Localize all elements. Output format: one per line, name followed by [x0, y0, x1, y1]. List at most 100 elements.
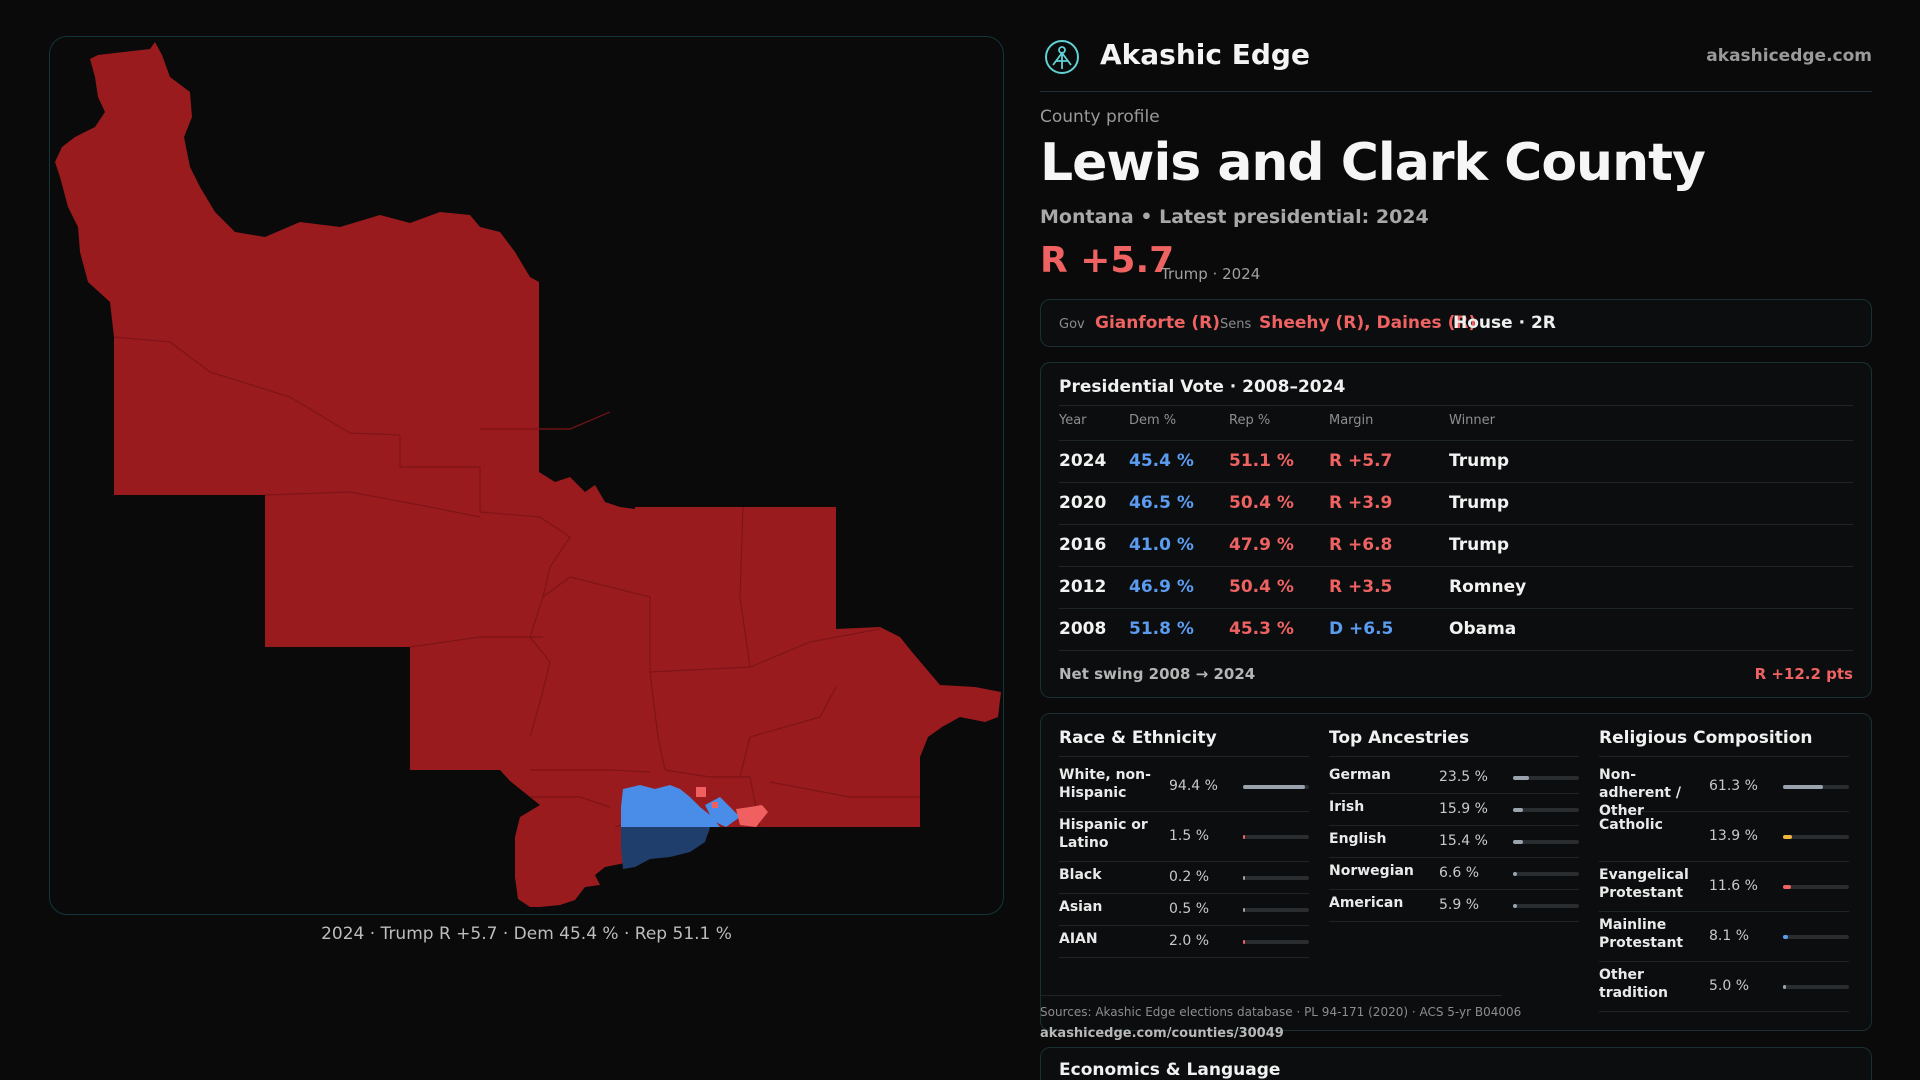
- share-bar-fill: [1783, 985, 1787, 989]
- precinct-region-main[interactable]: [55, 42, 1001, 907]
- economics-card: Economics & Language: [1040, 1047, 1872, 1080]
- share-bar: [1513, 808, 1579, 812]
- winner-cell: Trump: [1449, 451, 1510, 471]
- item-value: 5.9 %: [1439, 897, 1480, 913]
- dem-pct-cell: 45.4 %: [1129, 451, 1194, 471]
- share-bar-fill: [1243, 940, 1245, 944]
- share-bar-fill: [1783, 785, 1824, 789]
- item-label: White, non-Hispanic: [1059, 767, 1151, 801]
- demographics-card: Race & Ethnicity White, non-Hispanic 94.4…: [1040, 713, 1872, 1031]
- table-row: 2020 46.5 % 50.4 % R +3.9 Trump: [1059, 483, 1853, 525]
- item-value: 0.5 %: [1169, 901, 1210, 917]
- officials-bar: Gov Gianforte (R) Sens Sheehy (R), Daine…: [1040, 299, 1872, 347]
- item-value: 0.2 %: [1169, 869, 1210, 885]
- share-bar-fill: [1783, 935, 1789, 939]
- item-label: Catholic: [1599, 817, 1663, 833]
- year-cell: 2024: [1059, 451, 1107, 471]
- share-bar-fill: [1513, 904, 1517, 908]
- item-label: Norwegian: [1329, 863, 1414, 879]
- item-value: 8.1 %: [1709, 928, 1750, 944]
- share-bar: [1783, 835, 1849, 839]
- precinct-region-dem-dark[interactable]: [621, 827, 710, 869]
- margin-cell: R +6.8: [1329, 535, 1393, 555]
- share-bar: [1513, 872, 1579, 876]
- map-panel[interactable]: [49, 36, 1004, 915]
- item-value: 6.6 %: [1439, 865, 1480, 881]
- gov-label: Gov: [1059, 317, 1085, 332]
- source-url-link[interactable]: akashicedge.com/counties/30049: [1040, 1026, 1284, 1041]
- item-value: 94.4 %: [1169, 778, 1218, 794]
- brand-header: Akashic Edge akashicedge.com: [1040, 36, 1872, 92]
- year-cell: 2016: [1059, 535, 1107, 555]
- sens-label: Sens: [1220, 317, 1252, 332]
- item-label: German: [1329, 767, 1391, 783]
- share-bar: [1783, 985, 1849, 989]
- precinct-region-rep-light-tiny-2[interactable]: [712, 802, 718, 808]
- religion-title: Religious Composition: [1599, 728, 1813, 748]
- item-label: Other tradition: [1599, 967, 1668, 1001]
- item-label: Non-adherent / Other: [1599, 767, 1681, 819]
- share-bar-fill: [1243, 876, 1245, 880]
- winner-cell: Obama: [1449, 619, 1517, 639]
- list-item: American 5.9 %: [1329, 890, 1579, 922]
- page-title: Lewis and Clark County: [1040, 133, 1706, 193]
- ancestry-section: Top Ancestries German 23.5 % Irish 15.9 % En…: [1329, 714, 1579, 1014]
- list-item: White, non-Hispanic 94.4 %: [1059, 762, 1309, 812]
- share-bar-fill: [1243, 785, 1306, 789]
- governor-name: Gianforte (R): [1095, 313, 1221, 333]
- brand-logo-icon[interactable]: [1044, 39, 1080, 75]
- list-item: German 23.5 %: [1329, 762, 1579, 794]
- share-bar-fill: [1513, 840, 1524, 844]
- net-swing-label: Net swing 2008 → 2024: [1059, 665, 1256, 683]
- item-label: Irish: [1329, 799, 1365, 815]
- table-row: 2012 46.9 % 50.4 % R +3.5 Romney: [1059, 567, 1853, 609]
- list-item: AIAN 2.0 %: [1059, 926, 1309, 958]
- rep-pct-cell: 45.3 %: [1229, 619, 1294, 639]
- county-map[interactable]: [50, 37, 1004, 915]
- rep-pct-cell: 47.9 %: [1229, 535, 1294, 555]
- margin-cell: R +5.7: [1329, 451, 1393, 471]
- list-item: Evangelical Protestant 11.6 %: [1599, 862, 1849, 912]
- sources-note: Sources: Akashic Edge elections database…: [1040, 1005, 1522, 1019]
- dem-pct-cell: 51.8 %: [1129, 619, 1194, 639]
- precinct-region-rep-light[interactable]: [736, 805, 768, 827]
- winner-cell: Romney: [1449, 577, 1527, 597]
- item-label: American: [1329, 895, 1404, 911]
- precinct-region-rep-light-tiny[interactable]: [696, 787, 706, 797]
- item-value: 11.6 %: [1709, 878, 1758, 894]
- item-value: 5.0 %: [1709, 978, 1750, 994]
- item-value: 13.9 %: [1709, 828, 1758, 844]
- share-bar: [1243, 876, 1309, 880]
- brand-name[interactable]: Akashic Edge: [1100, 38, 1310, 71]
- divider: [1599, 756, 1849, 757]
- item-label: AIAN: [1059, 931, 1098, 947]
- rep-pct-cell: 51.1 %: [1229, 451, 1294, 471]
- item-value: 2.0 %: [1169, 933, 1210, 949]
- share-bar-fill: [1783, 885, 1791, 889]
- dem-pct-cell: 41.0 %: [1129, 535, 1194, 555]
- item-value: 1.5 %: [1169, 828, 1210, 844]
- margin-cell: R +3.9: [1329, 493, 1393, 513]
- share-bar: [1513, 904, 1579, 908]
- divider: [1059, 756, 1309, 757]
- margin-cell: R +3.5: [1329, 577, 1393, 597]
- winner-cell: Trump: [1449, 535, 1510, 555]
- share-bar: [1243, 785, 1309, 789]
- precinct-region-dem[interactable]: [621, 785, 720, 827]
- col-margin: Margin: [1329, 413, 1374, 428]
- presidential-title: Presidential Vote · 2008–2024: [1059, 377, 1346, 397]
- item-value: 15.4 %: [1439, 833, 1488, 849]
- share-bar-fill: [1243, 908, 1245, 912]
- economics-title: Economics & Language: [1059, 1060, 1281, 1080]
- precinct-boundaries: [113, 336, 920, 828]
- table-row: 2024 45.4 % 51.1 % R +5.7 Trump: [1059, 441, 1853, 483]
- list-item: Norwegian 6.6 %: [1329, 858, 1579, 890]
- brand-url-link[interactable]: akashicedge.com: [1706, 46, 1872, 66]
- item-label: English: [1329, 831, 1387, 847]
- item-value: 23.5 %: [1439, 769, 1488, 785]
- divider: [1040, 995, 1502, 996]
- presidential-vote-card: Presidential Vote · 2008–2024 Year Dem %…: [1040, 362, 1872, 698]
- list-item: Hispanic or Latino 1.5 %: [1059, 812, 1309, 862]
- item-label: Evangelical Protestant: [1599, 867, 1689, 901]
- margin-headline: R +5.7: [1040, 240, 1175, 281]
